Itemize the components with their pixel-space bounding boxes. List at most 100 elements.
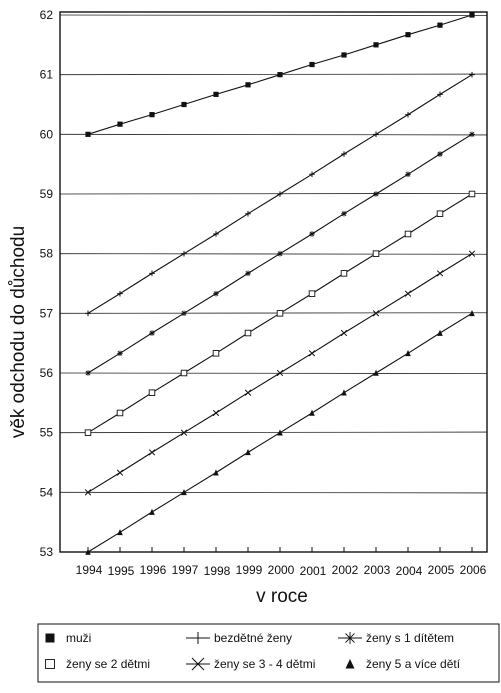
data-point [85, 548, 91, 555]
data-point [148, 449, 156, 456]
legend-label: ženy s 1 dítětem [366, 631, 454, 645]
data-point [181, 250, 187, 257]
y-tick-label: 57 [40, 306, 54, 320]
x-tick-label: 2005 [428, 563, 455, 577]
legend-box [37, 623, 500, 683]
data-point [345, 659, 355, 669]
data-point [436, 270, 444, 277]
data-point [405, 171, 411, 178]
data-point [213, 91, 219, 97]
data-point [341, 151, 347, 157]
x-tick-label: 1995 [108, 564, 135, 578]
x-tick-label: 2004 [396, 564, 423, 578]
data-point [468, 190, 476, 198]
data-point [276, 369, 284, 377]
series-4 [84, 250, 476, 496]
grid-line [59, 133, 488, 136]
data-point [277, 429, 283, 436]
legend-label: ženy se 2 dětmi [66, 657, 150, 671]
data-point [149, 330, 155, 336]
data-point [373, 369, 379, 376]
data-point [212, 409, 220, 417]
legend-label: ženy 5 a více dětí [366, 657, 461, 671]
data-point [405, 111, 411, 118]
data-point [191, 657, 205, 671]
data-point [341, 52, 347, 58]
data-point [85, 370, 91, 376]
data-point [245, 449, 251, 456]
plot-frame [59, 11, 488, 553]
data-point [116, 469, 124, 476]
series-layer [84, 12, 476, 555]
x-tick-labels: 1994 1995 1996 1997 1998 1999 2000 2001 2002 2003… [76, 563, 487, 578]
data-point [213, 290, 219, 297]
data-point [437, 91, 443, 98]
data-point [469, 71, 475, 78]
data-point [149, 270, 155, 277]
legend-item: muži [45, 631, 91, 645]
legend-item: ženy se 2 dětmi [45, 657, 150, 671]
series-5 [85, 310, 475, 555]
data-point [469, 12, 475, 18]
data-point [149, 508, 155, 515]
data-point [277, 72, 283, 78]
y-tick-label: 56 [40, 366, 54, 380]
y-tick-label: 55 [40, 426, 54, 440]
data-point [468, 250, 476, 257]
data-point [469, 310, 475, 317]
data-point [309, 171, 315, 178]
data-point [181, 489, 187, 496]
data-point [192, 632, 204, 644]
data-point [180, 369, 188, 377]
legend-item: ženy 5 a více dětí [345, 657, 461, 671]
data-point [45, 633, 55, 643]
x-tick-label: 2006 [460, 563, 487, 577]
y-tick-label: 60 [40, 127, 54, 141]
data-point [181, 101, 187, 108]
data-point [45, 659, 55, 669]
data-point [85, 131, 91, 137]
data-point [84, 429, 92, 436]
grid-line [59, 14, 488, 16]
series-2 [85, 131, 475, 376]
data-point [309, 409, 315, 416]
data-point [245, 82, 251, 88]
grid-line [59, 372, 488, 375]
data-point [245, 210, 251, 217]
x-tick-label: 1998 [204, 564, 231, 578]
x-tick-label: 2001 [300, 564, 327, 578]
data-point [373, 191, 379, 197]
data-point [373, 131, 379, 138]
data-point [405, 350, 411, 357]
y-tick-label: 62 [40, 8, 54, 22]
data-point [85, 310, 91, 317]
legend-item: ženy se 3 - 4 dětmi [186, 657, 315, 671]
y-tick-label: 54 [40, 485, 54, 499]
data-point [372, 250, 380, 257]
data-point [340, 270, 348, 277]
data-point [341, 210, 347, 217]
data-point [373, 42, 379, 48]
data-point [437, 22, 443, 28]
legend-label: bezdětné ženy [214, 631, 292, 645]
y-tick-label: 59 [40, 187, 54, 201]
data-point [404, 290, 412, 297]
data-point [437, 151, 443, 157]
grid-line [59, 192, 488, 195]
x-tick-label: 1996 [140, 563, 167, 577]
x-tick-label: 1994 [76, 563, 103, 577]
data-point [344, 632, 356, 644]
y-tick-labels: 53 54 55 56 57 58 59 60 61 62 [40, 8, 54, 559]
data-point [436, 210, 444, 217]
legend-item: bezdětné ženy [186, 631, 292, 645]
y-tick-label: 53 [40, 545, 54, 559]
data-point [276, 310, 284, 317]
series-1 [85, 71, 475, 317]
data-point [309, 61, 315, 68]
legend: muži bezdětné ženy ženy s 1 dítětem ženy se… [37, 623, 500, 683]
x-tick-label: 1997 [172, 563, 199, 577]
series-3 [84, 190, 476, 436]
data-point [181, 310, 187, 317]
